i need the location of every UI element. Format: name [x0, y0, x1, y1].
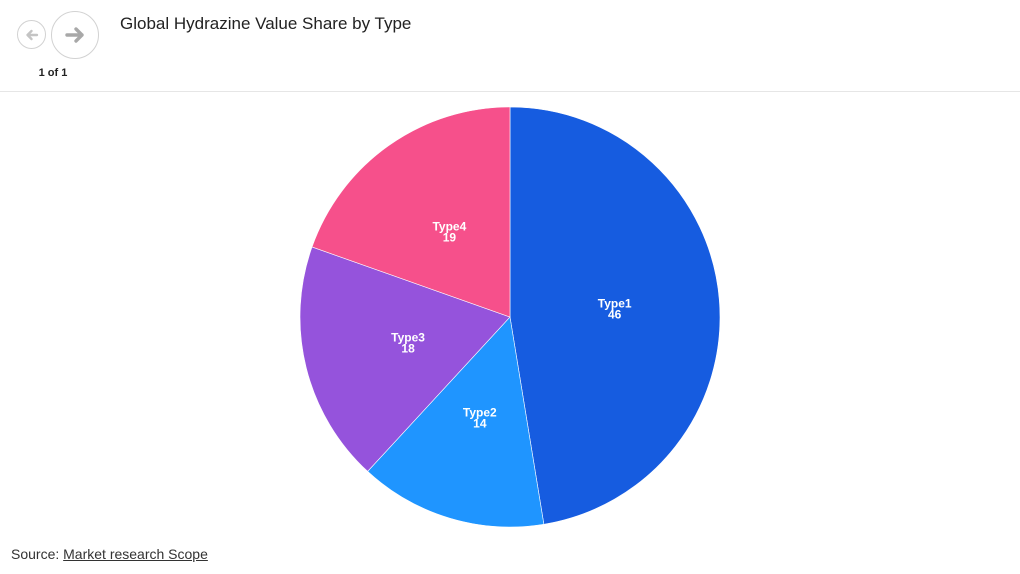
source-footer: Source: Market research Scope [11, 546, 208, 562]
slice-value-type3: 18 [401, 341, 415, 355]
pie-slice-type2[interactable] [367, 316, 545, 528]
slice-value-type2: 14 [473, 417, 487, 431]
arrow-left-icon [25, 28, 39, 42]
source-label: Source: [11, 546, 64, 562]
slice-label-type2: Type2 [463, 406, 497, 420]
arrow-right-icon [64, 24, 86, 46]
pie-slice-type1[interactable] [509, 106, 721, 525]
slice-value-type4: 19 [443, 230, 457, 244]
page-indicator: 1 of 1 [38, 67, 68, 79]
pie-slice-type4[interactable] [311, 106, 511, 318]
pie-slice-type3[interactable] [299, 246, 511, 472]
source-link[interactable]: Market research Scope [63, 546, 208, 562]
header: 1 of 1 Global Hydrazine Value Share by T… [0, 0, 1020, 92]
previous-button[interactable] [17, 20, 46, 49]
slice-label-type1: Type1 [598, 297, 632, 311]
pie-chart: Type1 46 Type2 14 Type3 18 Type4 19 [0, 93, 1020, 533]
page-title: Global Hydrazine Value Share by Type [120, 14, 412, 33]
next-button[interactable] [51, 11, 99, 59]
slice-value-type1: 46 [608, 308, 622, 322]
slice-label-type3: Type3 [391, 330, 425, 344]
slice-label-type4: Type4 [432, 219, 466, 233]
